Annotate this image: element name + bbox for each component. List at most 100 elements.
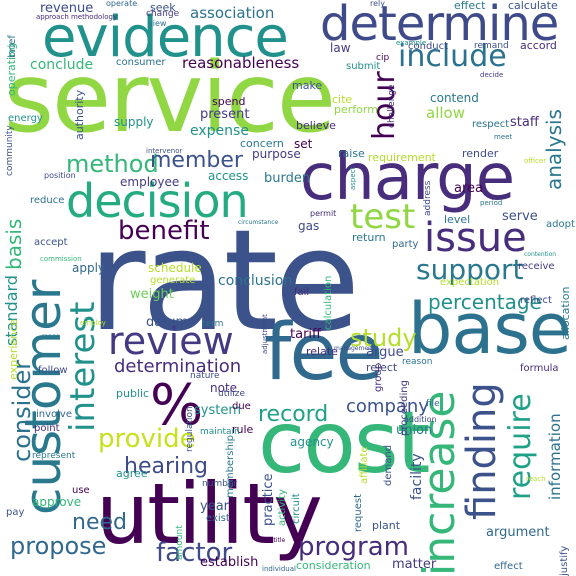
- word-position: position: [44, 171, 76, 180]
- word-benefit: benefit: [118, 216, 210, 246]
- word-energy: energy: [8, 113, 43, 124]
- word-activity: activity: [277, 489, 288, 526]
- word-agree: agree: [116, 467, 148, 480]
- word-reach: reach: [526, 475, 546, 483]
- word-public: public: [116, 387, 150, 400]
- word-system: system: [194, 403, 241, 418]
- word-officer: officer: [524, 157, 547, 165]
- word-receive: receive: [518, 261, 555, 272]
- word-plant: plant: [372, 519, 401, 532]
- word-party: party: [392, 239, 419, 250]
- word-tariff: tariff: [290, 327, 321, 342]
- word-allow: allow: [426, 104, 465, 122]
- word-reason: reason: [402, 357, 433, 367]
- word-test: test: [350, 197, 416, 237]
- word-access: access: [208, 169, 249, 183]
- word-practice: practice: [261, 473, 276, 526]
- word-calculate: calculate: [508, 0, 558, 12]
- word-burden: burden: [264, 171, 311, 186]
- word-point: point: [34, 423, 60, 434]
- word-circumstance: circumstance: [238, 219, 279, 226]
- word-finding: finding: [459, 382, 505, 520]
- word-cost: cost: [258, 393, 430, 493]
- word-evidence: evidence: [42, 5, 289, 70]
- word-regulation: regulation: [185, 406, 195, 452]
- word-approve: approve: [32, 495, 82, 509]
- word-amount: amount: [175, 525, 185, 560]
- word-record: record: [258, 402, 329, 427]
- word-return: return: [352, 231, 386, 244]
- word-period: period: [480, 199, 503, 207]
- word-intervenor: intervenor: [146, 147, 183, 155]
- word-employ: employ: [80, 319, 106, 327]
- word-reasonableness: reasonableness: [182, 54, 300, 72]
- word-submit: submit: [346, 61, 381, 72]
- word-challenge: challenge: [387, 84, 397, 128]
- word-percent: %: [150, 373, 204, 438]
- word-change: change: [146, 9, 180, 19]
- word-raise: raise: [338, 147, 365, 160]
- word-file: file: [426, 399, 440, 409]
- word-perform: perform: [334, 103, 378, 116]
- word-contention: contention: [524, 251, 557, 258]
- word-aspect: aspect: [349, 166, 357, 190]
- word-effect-2: effect: [494, 561, 523, 572]
- word-conclude: conclude: [30, 57, 94, 73]
- word-operate: operate: [106, 0, 138, 8]
- word-involve: involve: [36, 409, 73, 420]
- word-remand: remand: [474, 41, 509, 51]
- word-utility: utility: [96, 465, 323, 563]
- word-respect: respect: [472, 119, 510, 130]
- word-exist: exist: [206, 513, 230, 524]
- word-believe: believe: [296, 119, 336, 132]
- word-entitle: entitle: [266, 537, 286, 544]
- word-decision: decision: [66, 174, 249, 228]
- word-charge: charge: [300, 141, 515, 215]
- word-accord: accord: [520, 39, 557, 52]
- word-justify: justify: [559, 545, 570, 576]
- word-analysis: analysis: [542, 109, 566, 190]
- word-utilize: utilize: [218, 389, 245, 399]
- word-purpose: purpose: [252, 147, 301, 161]
- word-agency: agency: [290, 435, 334, 449]
- word-pay: pay: [6, 507, 25, 518]
- word-union: union: [396, 423, 433, 438]
- word-generate: generate: [150, 275, 196, 286]
- word-information: information: [546, 413, 564, 500]
- word-requirement: requirement: [368, 151, 436, 164]
- word-supply: supply: [114, 115, 154, 129]
- word-level: level: [444, 213, 471, 226]
- word-addition: addition: [404, 415, 437, 424]
- word-association: association: [190, 4, 275, 22]
- word-calculation: calculation: [323, 275, 334, 330]
- word-study: study: [350, 324, 417, 352]
- word-determination: determination: [114, 356, 242, 377]
- word-reduce: reduce: [30, 195, 65, 206]
- word-cip: cip: [376, 53, 390, 63]
- word-determine: determine: [320, 0, 559, 52]
- word-management: management: [334, 345, 375, 352]
- word-expectation: expectation: [440, 277, 500, 288]
- word-allocation: allocation: [559, 286, 572, 340]
- word-include: include: [398, 39, 507, 74]
- word-require: require: [503, 393, 538, 500]
- word-factor: factor: [156, 538, 233, 568]
- word-staff: staff: [510, 115, 539, 130]
- word-reflect: reflect: [520, 295, 552, 306]
- word-example: example: [396, 39, 427, 47]
- word-base: base: [408, 288, 572, 370]
- word-community: community: [5, 125, 15, 176]
- word-meet: meet: [494, 133, 513, 141]
- word-adopt: adopt: [546, 219, 575, 230]
- word-datum: datum: [146, 315, 189, 330]
- word-individual: individual: [262, 565, 296, 573]
- word-reject: reject: [366, 361, 398, 374]
- word-year: year: [200, 499, 230, 514]
- word-authority: authority: [73, 89, 86, 140]
- word-concern: concern: [240, 137, 284, 150]
- word-matter: matter: [392, 557, 437, 572]
- word-conduct: conduct: [408, 41, 449, 52]
- word-gas: gas: [298, 219, 320, 233]
- word-nature: nature: [190, 371, 220, 381]
